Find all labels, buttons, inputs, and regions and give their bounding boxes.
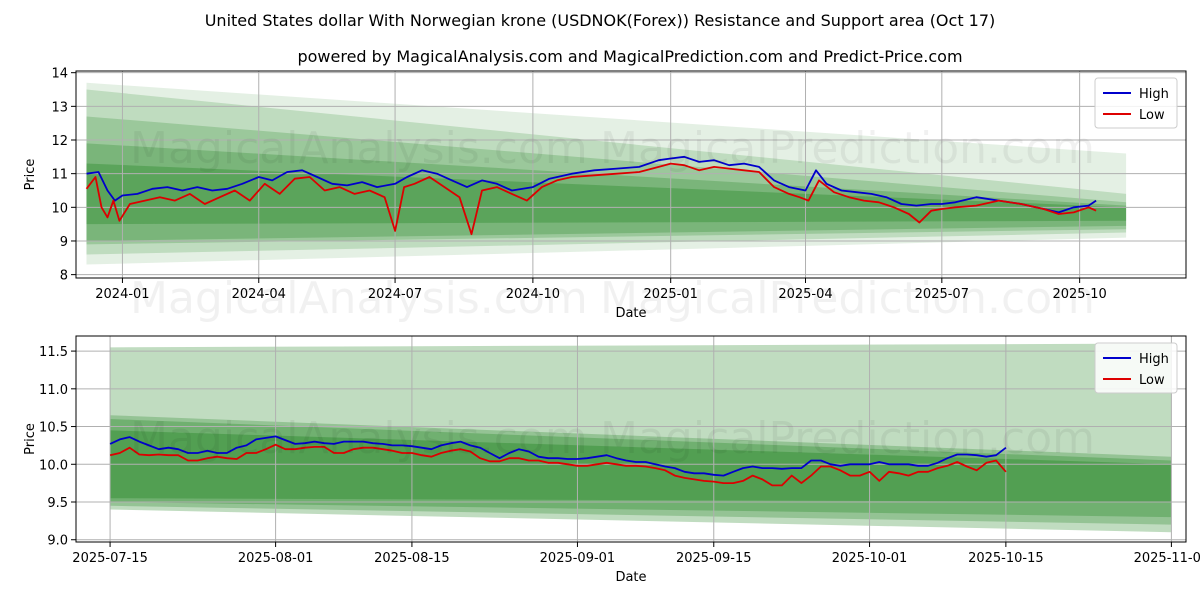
upper-xtick-label-4: 2025-01: [644, 287, 698, 302]
watermark-lower-right: MagicalPrediction.com: [600, 413, 1095, 464]
watermark-middle-left: MagicalAnalysis.com: [130, 273, 588, 324]
lower-band-group: [110, 343, 1172, 533]
lower-y-axis-label: Price: [23, 423, 38, 455]
watermark-upper-right: MagicalPrediction.com: [600, 123, 1095, 174]
upper-xtick-label-5: 2025-04: [778, 287, 832, 302]
upper-legend-label-low: Low: [1139, 108, 1165, 123]
upper-high-line: [86, 155, 1097, 214]
upper-support-resistance-band-1: [86, 89, 1127, 255]
upper-grid: [76, 71, 1186, 278]
upper-xtick-label-3: 2024-10: [506, 287, 560, 302]
lower-high-line: [109, 435, 1007, 477]
upper-xtick-label-7: 2025-10: [1052, 287, 1106, 302]
upper-band-group: [86, 82, 1127, 265]
upper-ytick-label-0: 8: [60, 269, 68, 284]
lower-support-resistance-band-0: [110, 343, 1172, 533]
watermark-upper-left: MagicalAnalysis.com: [130, 123, 588, 174]
watermark-middle-right: MagicalPrediction.com: [600, 273, 1095, 324]
lower-xtick-label-5: 2025-10-01: [832, 551, 908, 566]
watermark-group: MagicalAnalysis.com MagicalPrediction.co…: [130, 123, 1095, 464]
upper-chart-panel: 2024-01 2024-04 2024-07 2024-10 2025-01 2025-…: [23, 67, 1187, 321]
upper-xtick-label-1: 2024-04: [232, 287, 286, 302]
upper-ytick-label-6: 14: [51, 67, 68, 82]
lower-xtick-label-7: 2025-11-01: [1134, 551, 1200, 566]
lower-legend-label-low: Low: [1139, 373, 1165, 388]
upper-ytick-label-5: 13: [51, 100, 68, 115]
upper-support-resistance-band-4: [86, 163, 1127, 225]
upper-support-resistance-band-3: [86, 143, 1127, 241]
lower-grid: [76, 336, 1186, 542]
upper-ytick-label-4: 12: [51, 134, 68, 149]
lower-legend-box: [1094, 342, 1178, 394]
upper-xtick-label-2: 2024-07: [368, 287, 422, 302]
lower-chart-panel: 2025-07-15 2025-08-01 2025-08-15 2025-09-01…: [23, 335, 1200, 585]
upper-x-axis-label: Date: [615, 306, 646, 321]
lower-ytick-label-3: 10.5: [39, 421, 68, 436]
upper-ytick-label-1: 9: [60, 235, 68, 250]
upper-series-group: [85, 155, 1097, 236]
upper-y-axis-label: Price: [23, 159, 38, 191]
lower-xtick-label-1: 2025-08-01: [238, 551, 314, 566]
upper-support-resistance-band-2: [86, 116, 1127, 245]
watermark-lower-left: MagicalAnalysis.com: [130, 413, 588, 464]
lower-xtick-label-0: 2025-07-15: [72, 551, 148, 566]
lower-xtick-label-4: 2025-09-15: [676, 551, 752, 566]
lower-axes-frame: [75, 335, 1187, 543]
upper-ytick-label-3: 11: [51, 168, 68, 183]
upper-ytick-label-2: 10: [51, 201, 68, 216]
chart-subtitle: powered by MagicalAnalysis.com and Magic…: [297, 47, 962, 66]
chart-title: United States dollar With Norwegian kron…: [205, 11, 996, 30]
lower-xtick-label-3: 2025-09-01: [540, 551, 616, 566]
lower-legend-label-high: High: [1139, 352, 1169, 367]
lower-x-axis-label: Date: [615, 570, 646, 585]
upper-xtick-label-6: 2025-07: [915, 287, 969, 302]
upper-legend: High Low: [1094, 77, 1178, 129]
upper-xtick-label-0: 2024-01: [95, 287, 149, 302]
lower-ytick-label-1: 9.5: [47, 496, 68, 511]
lower-ytick-label-2: 10.0: [39, 458, 68, 473]
upper-legend-label-high: High: [1139, 87, 1169, 102]
upper-legend-box: [1094, 77, 1178, 129]
lower-low-line: [109, 443, 1007, 487]
lower-ytick-label-5: 11.5: [39, 345, 68, 360]
lower-xtick-label-6: 2025-10-15: [968, 551, 1044, 566]
lower-series-group: [109, 435, 1007, 487]
upper-axes-frame: [75, 70, 1187, 279]
lower-ytick-label-4: 11.0: [39, 383, 68, 398]
upper-low-line: [85, 162, 1097, 236]
lower-xtick-label-2: 2025-08-15: [374, 551, 450, 566]
lower-ytick-label-0: 9.0: [47, 534, 68, 549]
lower-legend: High Low: [1094, 342, 1178, 394]
